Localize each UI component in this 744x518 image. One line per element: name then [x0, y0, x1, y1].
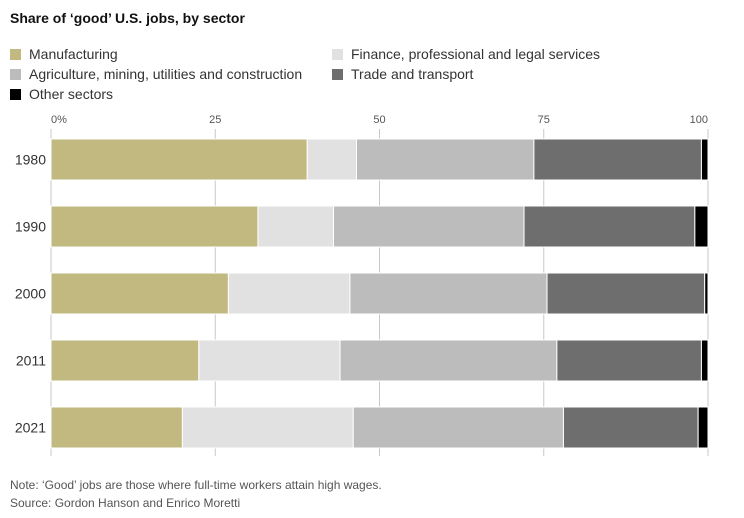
bar-segment-2021-other-sectors	[697, 406, 709, 449]
category-label-2021: 2021	[15, 420, 46, 436]
bar-segment-1990-manufacturing	[50, 205, 259, 248]
bar-segment-2021-manufacturing	[50, 406, 183, 449]
bar-segment-1980-trade-and-transport	[533, 138, 702, 181]
x-tick-label-100: 100	[690, 114, 708, 126]
legend-swatch-finance	[332, 48, 343, 60]
bar-segment-1990-other-sectors	[694, 205, 709, 248]
bar-segment-1990-finance-professional-and-legal-services	[257, 205, 335, 248]
bar-segment-1990-agriculture-mining-utilities-and-construction	[333, 205, 525, 248]
category-label-2000: 2000	[15, 286, 46, 302]
bar-segment-1980-manufacturing	[50, 138, 308, 181]
chart-note: Note: ‘Good’ jobs are those where full-t…	[10, 478, 382, 492]
x-tick-label-0: 0%	[51, 114, 67, 126]
bar-segment-2021-finance-professional-and-legal-services	[181, 406, 354, 449]
bar-segment-2011-manufacturing	[50, 339, 200, 382]
bar-segment-2011-finance-professional-and-legal-services	[198, 339, 341, 382]
bar-segment-2021-agriculture-mining-utilities-and-construction	[352, 406, 564, 449]
bar-segment-2021-trade-and-transport	[562, 406, 699, 449]
bar-segment-1980-agriculture-mining-utilities-and-construction	[356, 138, 535, 181]
legend-label-finance: Finance, professional and legal services	[351, 46, 601, 62]
legend-item-other: Other sectors	[10, 85, 113, 103]
chart-title: Share of ‘good’ U.S. jobs, by sector	[10, 10, 245, 26]
bar-segment-2000-agriculture-mining-utilities-and-construction	[349, 272, 548, 315]
legend-item-agriculture: Agriculture, mining, utilities and const…	[10, 65, 302, 83]
bar-segment-2000-manufacturing	[50, 272, 229, 315]
legend-swatch-trade	[332, 68, 343, 80]
bar-segment-1980-finance-professional-and-legal-services	[306, 138, 358, 181]
stacked-bar-chart: 0% 25 50 75 100 1980 1990 2000 2011 2021	[15, 114, 709, 456]
legend-swatch-other	[10, 88, 21, 100]
legend-label-agriculture: Agriculture, mining, utilities and const…	[29, 66, 303, 82]
legend-item-finance: Finance, professional and legal services	[332, 45, 600, 63]
category-label-1990: 1990	[15, 219, 46, 235]
legend-label-manufacturing: Manufacturing	[29, 46, 118, 62]
legend-item-trade: Trade and transport	[332, 65, 473, 83]
bar-segment-2011-trade-and-transport	[556, 339, 702, 382]
legend-item-manufacturing: Manufacturing	[10, 45, 118, 63]
category-label-2011: 2011	[16, 353, 46, 369]
legend-label-other: Other sectors	[29, 86, 114, 102]
bar-segment-2011-other-sectors	[700, 339, 709, 382]
bar-segment-2011-agriculture-mining-utilities-and-construction	[339, 339, 558, 382]
bar-segment-1980-other-sectors	[700, 138, 709, 181]
legend-label-trade: Trade and transport	[351, 66, 474, 82]
chart-source: Source: Gordon Hanson and Enrico Moretti	[10, 496, 241, 510]
bar-segment-2000-trade-and-transport	[546, 272, 706, 315]
x-tick-label-25: 25	[209, 114, 221, 126]
x-tick-label-50: 50	[373, 114, 385, 126]
legend-swatch-agriculture	[10, 68, 21, 80]
bar-segment-2000-other-sectors	[704, 272, 709, 315]
x-tick-label-75: 75	[538, 114, 550, 126]
bar-segment-2000-finance-professional-and-legal-services	[227, 272, 351, 315]
category-label-1980: 1980	[15, 152, 46, 168]
legend-swatch-manufacturing	[10, 48, 21, 60]
bar-segment-1990-trade-and-transport	[523, 205, 696, 248]
